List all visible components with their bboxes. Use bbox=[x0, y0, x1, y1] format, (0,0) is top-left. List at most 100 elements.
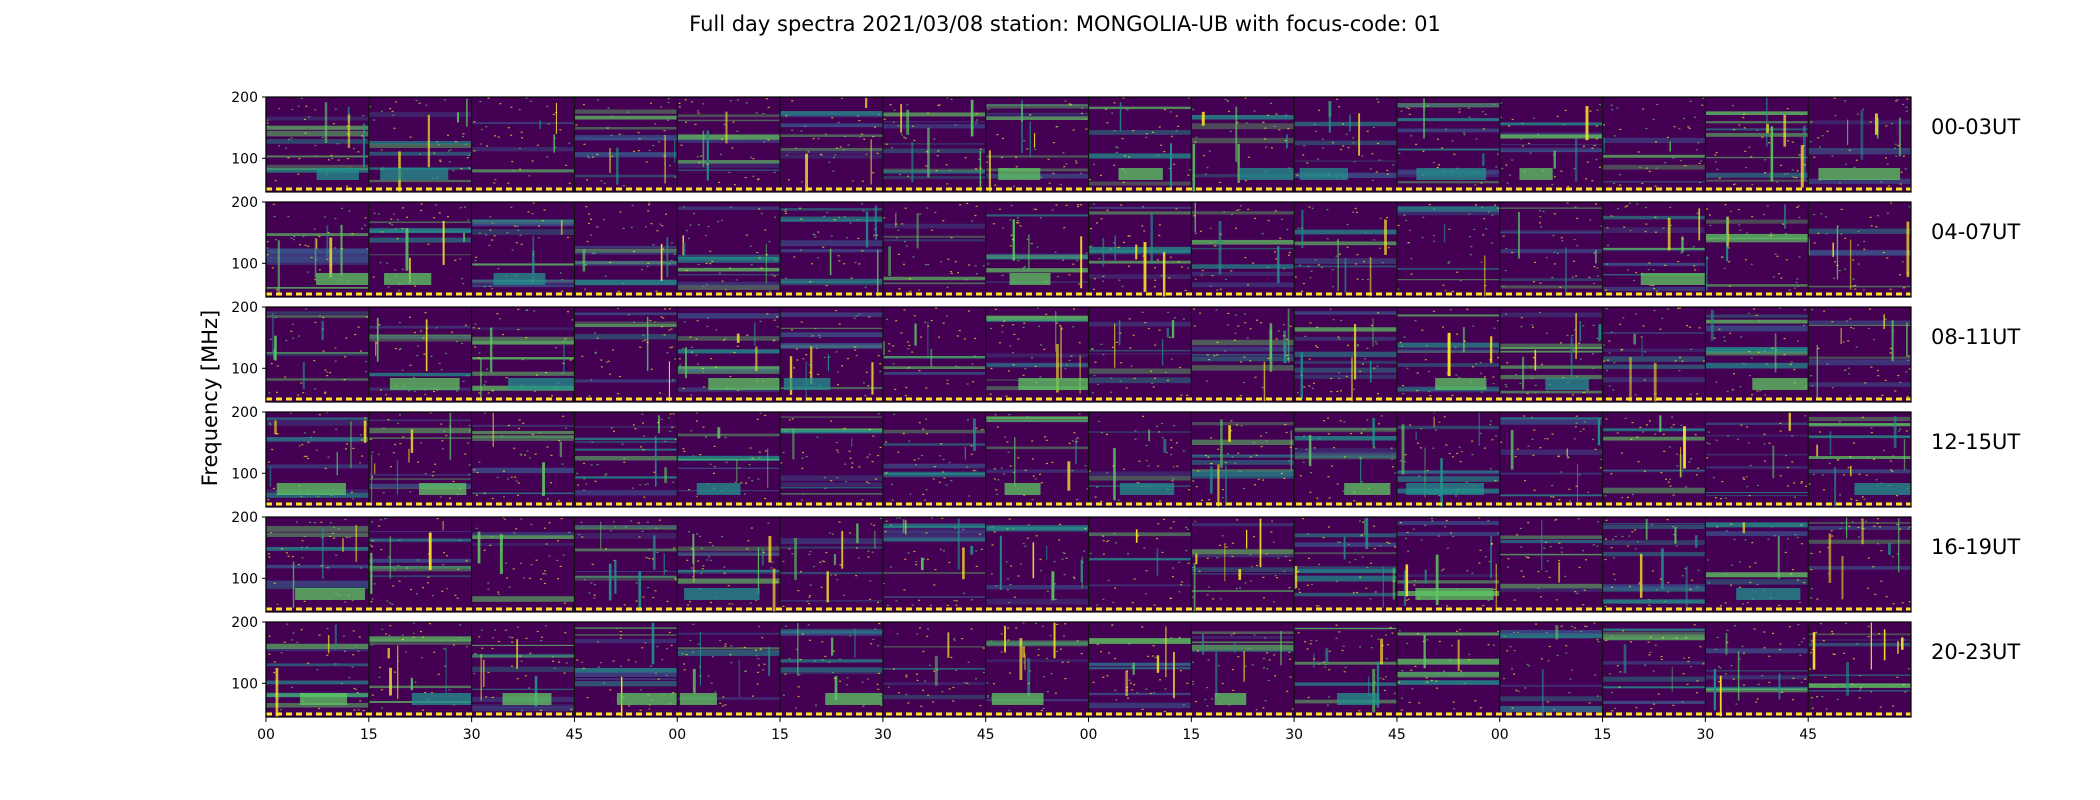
speckle bbox=[1579, 630, 1582, 633]
burst-line bbox=[1269, 323, 1273, 372]
speckle bbox=[1328, 650, 1331, 652]
spectral-band bbox=[368, 237, 472, 243]
burst-line bbox=[1376, 661, 1380, 708]
speckle bbox=[545, 543, 548, 545]
speckle bbox=[1738, 561, 1741, 563]
speckle bbox=[608, 373, 611, 375]
spectral-band bbox=[1602, 428, 1706, 432]
spectral-band bbox=[882, 668, 986, 670]
speckle bbox=[433, 651, 436, 653]
speckle bbox=[1219, 233, 1222, 235]
speckle bbox=[562, 554, 565, 556]
speckle bbox=[1361, 481, 1364, 483]
spectral-band bbox=[985, 257, 1089, 260]
speckle bbox=[506, 577, 509, 579]
speckle bbox=[1437, 535, 1440, 537]
speckle bbox=[812, 233, 815, 235]
speckle bbox=[1181, 581, 1184, 583]
speckle bbox=[1336, 98, 1339, 100]
speckle bbox=[1351, 365, 1354, 367]
speckle bbox=[325, 412, 328, 414]
burst-line bbox=[428, 532, 432, 571]
speckle bbox=[432, 471, 435, 473]
speckle bbox=[697, 643, 700, 645]
speckle bbox=[1169, 336, 1172, 338]
speckle bbox=[1221, 488, 1224, 491]
speckle bbox=[604, 275, 607, 277]
speckle bbox=[1262, 479, 1265, 481]
speckle bbox=[1161, 422, 1164, 425]
speckle bbox=[1757, 484, 1760, 486]
speckle bbox=[1171, 567, 1174, 569]
spectral-band bbox=[1294, 569, 1397, 574]
speckle bbox=[1731, 104, 1734, 107]
speckle bbox=[1218, 181, 1221, 184]
speckle bbox=[561, 463, 564, 465]
burst-line bbox=[1541, 669, 1544, 717]
speckle bbox=[722, 339, 725, 341]
burst-line bbox=[1783, 114, 1787, 147]
speckle bbox=[1605, 308, 1608, 310]
speckle bbox=[1869, 308, 1872, 310]
speckle bbox=[907, 552, 910, 554]
spectral-band bbox=[1705, 314, 1809, 318]
speckle bbox=[1111, 346, 1114, 348]
speckle bbox=[1627, 496, 1630, 498]
speckle bbox=[1157, 465, 1160, 467]
speckle bbox=[1234, 462, 1237, 464]
speckle bbox=[1141, 206, 1144, 208]
speckle bbox=[502, 470, 505, 472]
speckle bbox=[1715, 439, 1718, 441]
speckle bbox=[479, 143, 482, 145]
speckle bbox=[1321, 138, 1324, 140]
spectral-band bbox=[1705, 346, 1809, 353]
speckle bbox=[654, 590, 657, 592]
speckle bbox=[968, 264, 971, 266]
speckle bbox=[528, 577, 531, 579]
speckle bbox=[520, 137, 523, 139]
speckle bbox=[1501, 167, 1504, 170]
speckle bbox=[1576, 245, 1579, 247]
speckle bbox=[581, 661, 584, 663]
speckle bbox=[1088, 179, 1091, 181]
burst-line bbox=[757, 547, 760, 594]
speckle bbox=[1083, 550, 1086, 552]
speckle bbox=[513, 532, 516, 534]
panel-background bbox=[368, 517, 472, 612]
speckle bbox=[784, 208, 787, 210]
spectral-band bbox=[266, 315, 369, 318]
spectral-band bbox=[1808, 285, 1911, 288]
speckle bbox=[1008, 709, 1011, 712]
speckle bbox=[1158, 224, 1161, 226]
bright-region bbox=[825, 693, 883, 705]
spectrum-panel bbox=[1087, 412, 1192, 507]
burst-line bbox=[1195, 553, 1198, 565]
speckle bbox=[1064, 368, 1067, 370]
speckle bbox=[1520, 138, 1523, 140]
burst-line bbox=[499, 534, 503, 574]
speckle bbox=[1679, 356, 1682, 359]
speckle bbox=[1125, 107, 1128, 110]
speckle bbox=[648, 202, 651, 204]
spectral-band bbox=[1808, 324, 1911, 326]
speckle bbox=[1056, 623, 1059, 626]
speckle bbox=[1338, 253, 1341, 255]
speckle bbox=[1317, 158, 1320, 160]
speckle bbox=[1478, 517, 1481, 519]
speckle bbox=[692, 576, 695, 578]
speckle bbox=[920, 454, 923, 457]
speckle bbox=[837, 255, 840, 257]
speckle bbox=[1686, 325, 1689, 327]
spectral-band bbox=[1499, 494, 1603, 497]
speckle bbox=[1008, 602, 1011, 604]
speckle bbox=[1252, 442, 1255, 444]
speckle bbox=[1491, 439, 1494, 441]
speckle bbox=[1780, 277, 1783, 279]
speckle bbox=[1294, 276, 1297, 278]
spectrum-panel bbox=[1499, 307, 1603, 402]
speckle bbox=[942, 459, 945, 461]
burst-line bbox=[563, 344, 565, 373]
speckle bbox=[834, 574, 837, 576]
speckle bbox=[1127, 265, 1130, 267]
speckle bbox=[559, 129, 562, 131]
